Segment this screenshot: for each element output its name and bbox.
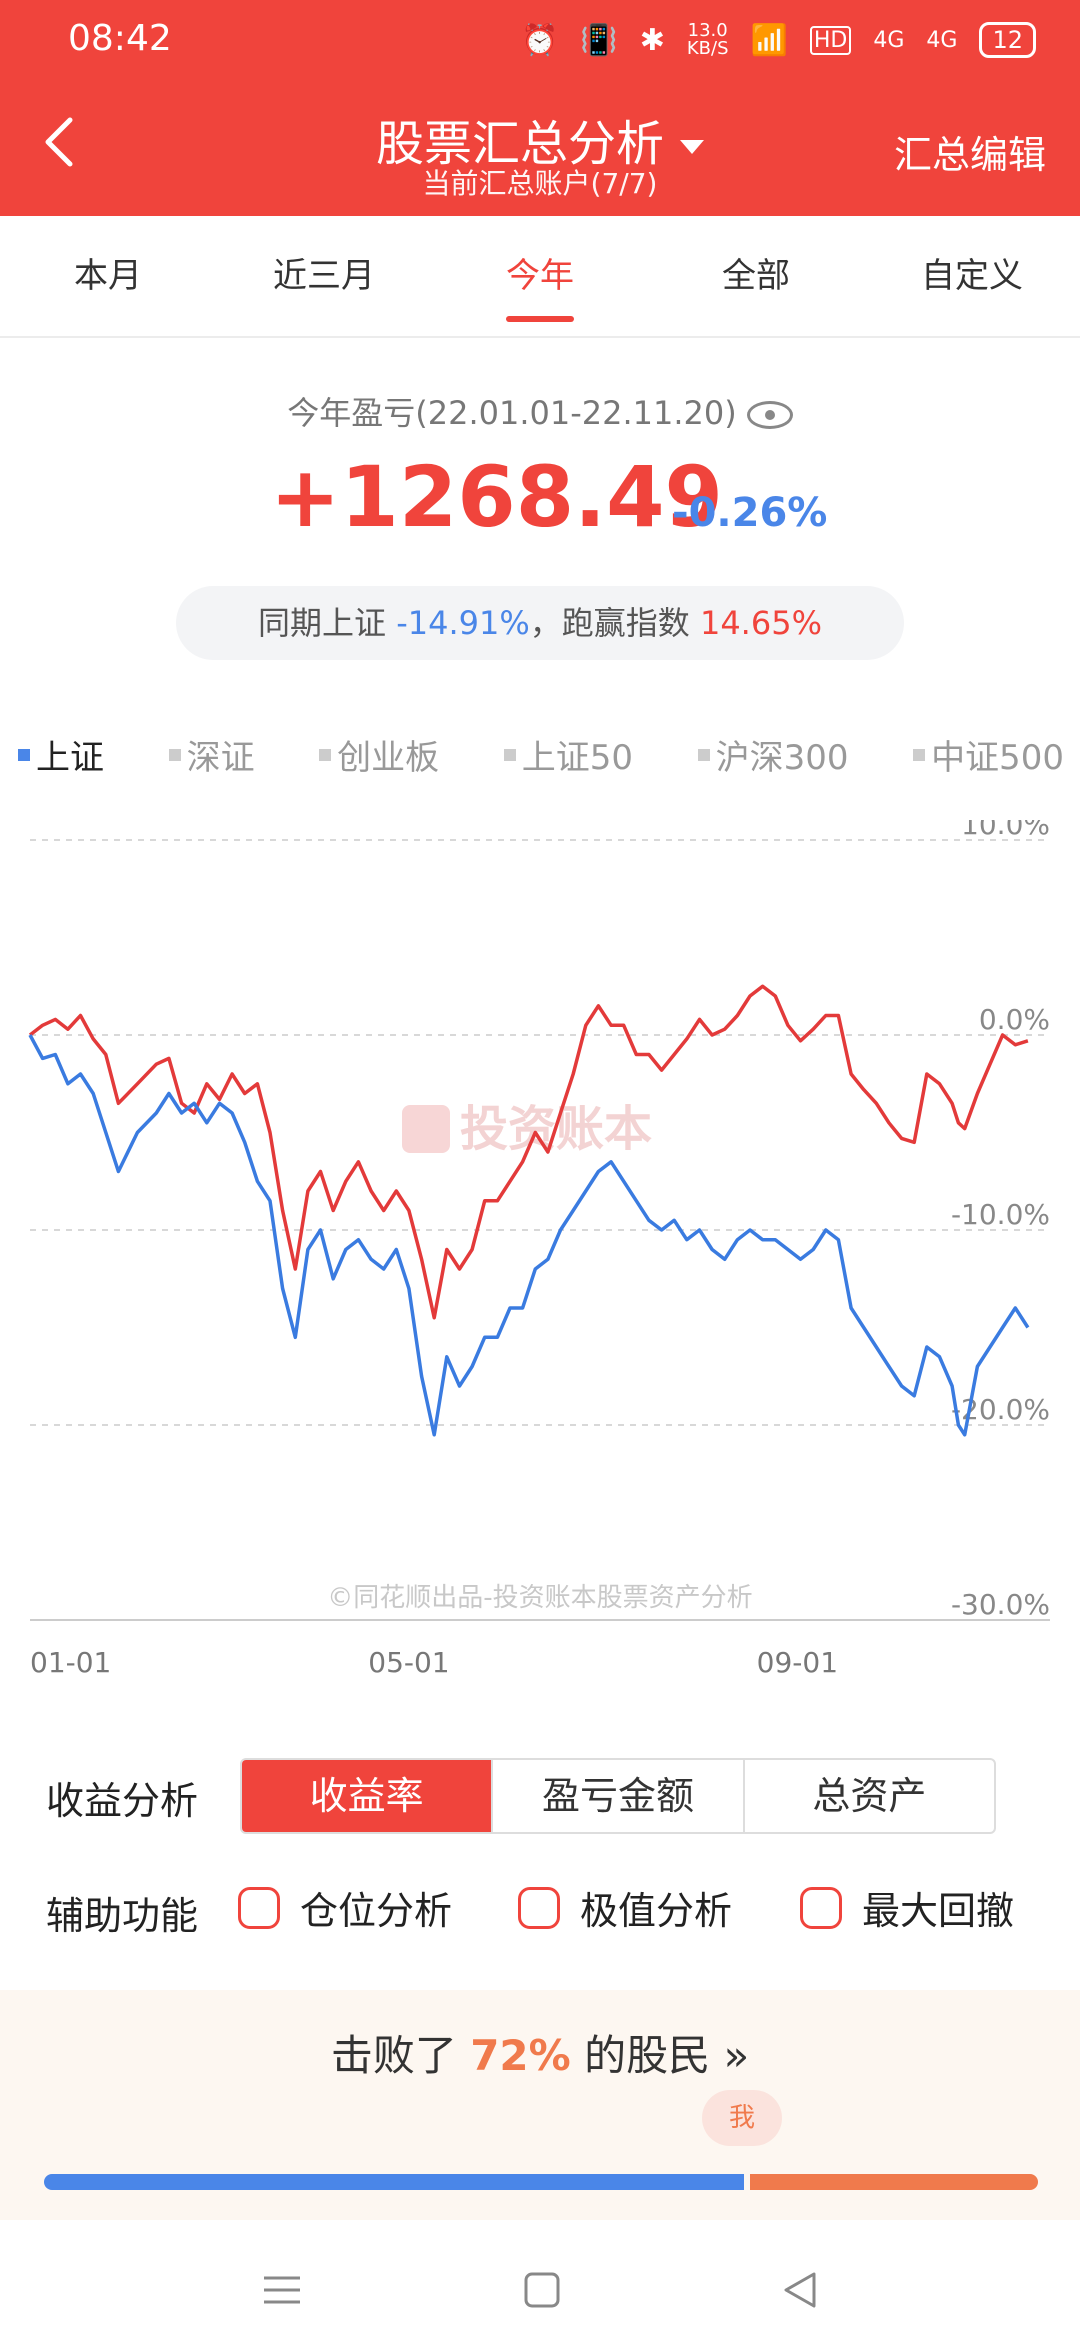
x-tick-label: 05-01 [368,1646,449,1679]
y-tick-label: 0.0% [979,1003,1050,1036]
home-icon[interactable] [522,2270,562,2310]
aux-max-drawdown[interactable]: 最大回撤 [800,1880,1014,1935]
beat-progress-red [750,2174,1038,2190]
period-tabs: 本月 近三月 今年 全部 自定义 [0,216,1080,338]
legend-label: 创业板 [337,738,440,778]
analysis-label: 收益分析 [46,1779,199,1823]
summary-edit-button[interactable]: 汇总编辑 [893,133,1046,177]
back-arrow-icon[interactable] [36,112,80,172]
profit-loss-value: +1268.49 [270,448,723,546]
y-tick-label: -30.0% [951,1588,1050,1621]
aux-option-label: 极值分析 [580,1889,733,1933]
compare-prefix: 同期上证 [258,604,387,642]
option-pnl-amount[interactable]: 盈亏金额 [491,1760,742,1832]
legend-label: 沪深300 [715,738,849,778]
app-header: 08:42 ⏰ 📳 ✱ 13.0 KB/S 📶 HD 4G 4G 12 股票汇总… [0,0,1080,216]
chart-footer-text: ©同花顺出品-投资账本股票资产分析 [327,1583,752,1613]
aux-position-analysis[interactable]: 仓位分析 [238,1880,452,1935]
page-title[interactable]: 股票汇总分析 [0,104,1080,174]
vibrate-icon: 📳 [580,22,618,58]
legend-chinext[interactable]: 创业板 [319,730,439,779]
legend-label: 上证 [36,738,104,778]
account-subtitle: 当前汇总账户(7/7) [422,167,658,200]
menu-icon[interactable] [262,2270,302,2310]
beat-percent: 72% [470,2031,571,2080]
signal-4g-2: 4G [926,27,958,53]
legend-swatch [697,748,710,761]
legend-shanghai[interactable]: 上证 [18,730,104,779]
index-legend: 上证 深证 创业板 上证50 沪深300 中证500 [18,730,1064,779]
tab-all[interactable]: 全部 [722,256,790,296]
status-bar-icons: ⏰ 📳 ✱ 13.0 KB/S 📶 HD 4G 4G 12 [521,22,1036,58]
compare-beat-value: 14.65% [699,604,822,642]
title-text: 股票汇总分析 [375,116,664,172]
beat-text[interactable]: 击败了 72% 的股民 » [0,2022,1080,2083]
aux-option-label: 最大回撤 [862,1889,1015,1933]
series-line-index [28,1034,1030,1437]
legend-csi500[interactable]: 中证500 [913,730,1064,779]
wifi-icon: 📶 [750,22,788,58]
watermark-logo [402,1105,450,1153]
dropdown-caret-icon [680,140,704,154]
tab-this-year[interactable]: 今年 [432,216,648,336]
return-line-chart[interactable]: 10.0%0.0%-10.0%-20.0%-30.0%01-01 05-01 09-… [0,820,1080,1680]
compare-mid: ，跑赢指数 [529,604,690,642]
legend-shenzhen[interactable]: 深证 [168,730,255,779]
option-return-rate[interactable]: 收益率 [242,1760,492,1832]
checkbox[interactable] [800,1886,842,1929]
checkbox[interactable] [238,1886,280,1929]
network-speed: 13.0 KB/S [686,20,729,59]
legend-sse50[interactable]: 上证50 [503,730,633,779]
legend-csi300[interactable]: 沪深300 [697,730,849,779]
signal-4g-1: 4G [873,27,905,53]
back-icon[interactable] [780,2270,820,2310]
battery-icon: 12 [979,22,1036,58]
aux-option-label: 仓位分析 [300,1889,453,1933]
y-tick-label: -10.0% [951,1198,1050,1231]
tab-this-month[interactable]: 本月 [74,256,142,296]
x-tick-label: 01-01 [30,1646,111,1679]
period-text: 今年盈亏(22.01.01-22.11.20) [287,394,737,432]
system-nav-bar [0,2240,1080,2340]
profit-loss-percent: -0.26% [672,490,828,536]
legend-swatch [319,748,332,761]
eye-icon[interactable] [746,401,793,429]
x-tick-label: 09-01 [757,1646,838,1679]
analysis-segmented-control: 收益率 盈亏金额 总资产 [240,1758,996,1834]
legend-swatch [503,748,516,761]
me-marker: 我 [702,2090,782,2146]
bluetooth-icon: ✱ [639,22,665,58]
beat-prefix: 击败了 [330,2031,457,2080]
legend-swatch [18,748,30,761]
aux-extreme-analysis[interactable]: 极值分析 [518,1880,732,1935]
legend-label: 上证50 [521,738,633,778]
tab-custom[interactable]: 自定义 [921,256,1023,296]
alarm-icon: ⏰ [521,22,559,58]
hd-badge: HD [809,25,852,55]
beat-suffix: 的股民 » [584,2031,750,2080]
status-time: 08:42 [68,18,172,59]
legend-label: 中证500 [931,738,1064,778]
option-total-assets[interactable]: 总资产 [742,1760,994,1832]
series-line-account [28,984,1029,1320]
checkbox[interactable] [518,1886,560,1929]
legend-swatch [168,748,181,761]
y-tick-label: 10.0% [961,820,1050,841]
index-compare-pill: 同期上证 -14.91%，跑赢指数 14.65% [176,586,904,660]
period-label: 今年盈亏(22.01.01-22.11.20) [0,388,1080,434]
aux-label: 辅助功能 [46,1894,199,1938]
legend-label: 深证 [186,738,255,778]
tab-three-months[interactable]: 近三月 [273,256,375,296]
beat-progress-blue [44,2174,744,2190]
legend-swatch [913,748,926,761]
compare-index-value: -14.91% [396,604,530,642]
